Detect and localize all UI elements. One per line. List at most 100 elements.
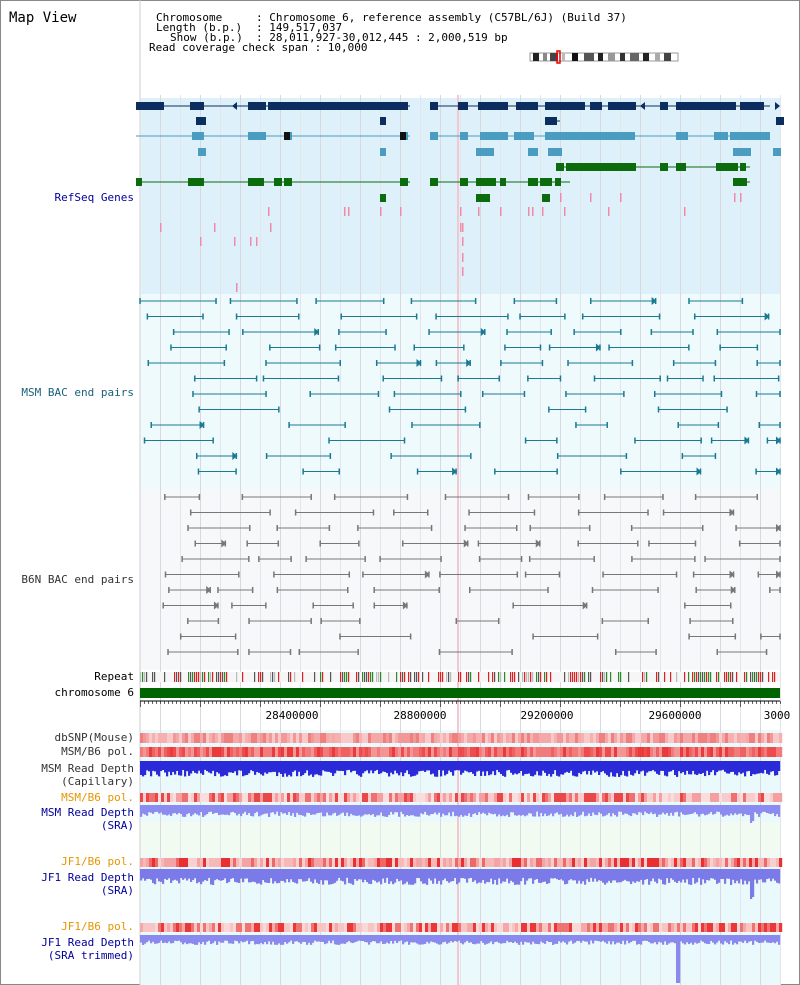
track-label-refseq[interactable]: RefSeq Genes [54,191,134,204]
gene-row2d-exon [776,117,784,125]
dbsnp-heat-cell [623,733,627,743]
jf1-pol-heat-cell [596,858,600,867]
dbsnp-heat-cell [392,733,396,743]
msm-depth-capillary-bar [310,761,313,775]
msm-depth-capillary-bar [326,761,329,772]
msm-depth-capillary-bar [674,761,677,776]
jf1-depth-trimmed-bar [258,935,261,945]
dbsnp-heat-cell [689,733,693,743]
jf1-depth-trimmed-bar [220,935,223,943]
jf1-pol-heat-cell [155,858,159,867]
jf1-pol-heat-cell [248,858,252,867]
msm-depth-capillary-bar [466,761,469,772]
jf1-depth-trimmed-bar [340,935,343,944]
msm-b6-pol-sra-heat-cell [338,793,342,802]
dbsnp-heat-cell [515,733,519,743]
jf1-depth-trimmed-bar [718,935,721,941]
track-label-msm-depth-capillary-1[interactable]: MSM Read Depth [41,762,134,775]
dbsnp-heat-cell [308,733,312,743]
track-label-msm-bac[interactable]: MSM BAC end pairs [21,386,134,399]
msm-depth-capillary-bar [714,761,717,776]
msm-b6-pol-sra-heat-cell [233,793,237,802]
dbsnp-heat [140,733,783,743]
msm-depth-capillary-bar [590,761,593,775]
msm-depth-sra-bar [666,805,669,813]
jf1-depth-sra-bar [734,869,737,884]
dbsnp-heat-cell [773,733,777,743]
dbsnp-heat-cell [563,733,567,743]
msm-b6-pol-sra-heat-cell [752,793,756,802]
msm-b6-pol-heat-cell [671,747,675,757]
msm-depth-sra-bar [382,805,385,817]
msm-depth-capillary-bar [644,761,647,776]
msm-depth-capillary-bar [472,761,475,774]
jf1-depth-trimmed-bar [240,935,243,942]
jf1-pol-heat-cell [539,858,543,867]
msm-b6-pol-heat-cell [260,747,264,757]
jf1-pol-heat-cell [347,858,351,867]
msm-depth-sra-bar [140,805,143,817]
jf1-depth-sra-bar [326,869,329,881]
jf1-depth-trimmed-bar [140,935,143,943]
msm-depth-sra-bar [532,805,535,817]
gene-small-pink [528,207,530,216]
jf1-depth-sra-bar [454,869,457,878]
msm-b6-pol-sra-heat-cell [335,793,339,802]
jf1-pol-heat-cell [143,858,147,867]
jf1-depth-trimmed-bar [260,935,263,943]
msm-b6-pol-sra-heat-cell [362,793,366,802]
track-label-repeat[interactable]: Repeat [94,670,134,683]
jf1-depth-trimmed-bar [540,935,543,942]
track-label-b6n-bac[interactable]: B6N BAC end pairs [21,573,134,586]
msm-depth-capillary-bar [416,761,419,775]
msm-b6-pol-heat-cell [308,747,312,757]
jf1-pol-heat-cell [266,858,270,867]
msm-b6-pol-heat-cell [272,747,276,757]
msm-b6-pol-sra-heat-cell [455,793,459,802]
dbsnp-heat-cell [572,733,576,743]
jf1-depth-trimmed-bar [410,935,413,943]
jf1-depth-trimmed-bar [346,935,349,943]
jf1-depth-sra-bar [148,869,151,879]
jf1-depth-trimmed-bar [592,935,595,944]
jf1-depth-trimmed-bar [222,935,225,943]
repeat-mark [606,672,608,682]
msm-b6-pol-sra-heat-cell [434,793,438,802]
track-label-msm-depth-sra-1[interactable]: MSM Read Depth [41,806,134,819]
msm-depth-sra-bar [670,805,673,813]
jf1-depth-trimmed-bar [234,935,237,941]
track-label-msm-b6-pol[interactable]: MSM/B6 pol. [61,745,134,758]
msm-b6-pol-sra-heat-cell [356,793,360,802]
track-label-jf1-pol[interactable]: JF1/B6 pol. [61,855,134,868]
jf1-depth-sra-bar [716,869,719,884]
msm-depth-sra-bar [580,805,583,815]
jf1-depth-sra-bar [146,869,149,880]
msm-depth-sra-bar [322,805,325,817]
jf1-depth-trimmed-bar [668,935,671,944]
jf1-depth-sra-bar [284,869,287,883]
dbsnp-heat-cell [326,733,330,743]
gene-row1-exon [268,102,408,110]
track-label-dbsnp[interactable]: dbSNP(Mouse) [54,731,134,744]
track-label-jf1-depth-1[interactable]: JF1 Read Depth [41,871,134,884]
jf1-depth-trimmed-bar [364,935,367,942]
gene-row6b-exon [476,178,496,186]
track-label-jf1-trimmed-1[interactable]: JF1 Read Depth [41,936,134,949]
msm-depth-capillary-bar [154,761,157,772]
msm-depth-sra-bar [706,805,709,815]
jf1-pol-heat-cell [152,858,156,867]
track-label-msm-b6-pol-sra[interactable]: MSM/B6 pol. [61,791,134,804]
msm-depth-capillary-bar [604,761,607,774]
msm-b6-pol-heat-cell [734,747,738,757]
track-label-jf1-pol-trimmed[interactable]: JF1/B6 pol. [61,920,134,933]
msm-b6-pol-heat-cell [515,747,519,757]
gene-small-pink [344,207,346,216]
gene-small-pink [532,207,534,216]
repeat-mark [600,672,602,682]
msm-depth-sra-bar [664,805,667,815]
jf1-pol-trim-heat-cell [185,923,189,932]
gene-exon-black [400,132,406,140]
msm-depth-capillary-bar [440,761,443,777]
dbsnp-heat-cell [698,733,702,743]
